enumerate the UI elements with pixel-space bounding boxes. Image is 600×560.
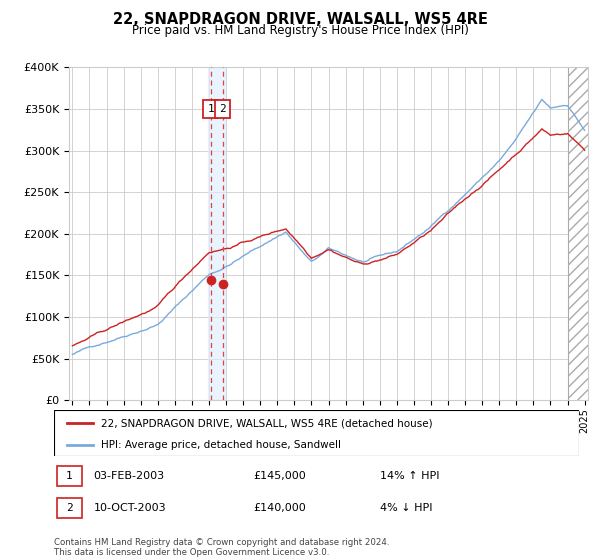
Text: Contains HM Land Registry data © Crown copyright and database right 2024.
This d: Contains HM Land Registry data © Crown c… <box>54 538 389 557</box>
Text: 2: 2 <box>66 503 73 513</box>
Bar <box>56 498 82 518</box>
Text: £145,000: £145,000 <box>254 471 306 481</box>
Bar <box>56 466 82 486</box>
Bar <box>568 67 593 400</box>
Text: £140,000: £140,000 <box>254 503 306 513</box>
Text: 4% ↓ HPI: 4% ↓ HPI <box>380 503 432 513</box>
Text: Price paid vs. HM Land Registry's House Price Index (HPI): Price paid vs. HM Land Registry's House … <box>131 24 469 36</box>
Text: 1: 1 <box>208 104 214 114</box>
Text: 22, SNAPDRAGON DRIVE, WALSALL, WS5 4RE: 22, SNAPDRAGON DRIVE, WALSALL, WS5 4RE <box>113 12 487 27</box>
Text: 03-FEB-2003: 03-FEB-2003 <box>94 471 164 481</box>
Text: HPI: Average price, detached house, Sandwell: HPI: Average price, detached house, Sand… <box>101 440 341 450</box>
Text: 10-OCT-2003: 10-OCT-2003 <box>94 503 166 513</box>
Bar <box>208 67 225 400</box>
Text: 1: 1 <box>66 471 73 481</box>
Text: 2: 2 <box>219 104 226 114</box>
Text: 14% ↑ HPI: 14% ↑ HPI <box>380 471 439 481</box>
Text: 22, SNAPDRAGON DRIVE, WALSALL, WS5 4RE (detached house): 22, SNAPDRAGON DRIVE, WALSALL, WS5 4RE (… <box>101 418 433 428</box>
